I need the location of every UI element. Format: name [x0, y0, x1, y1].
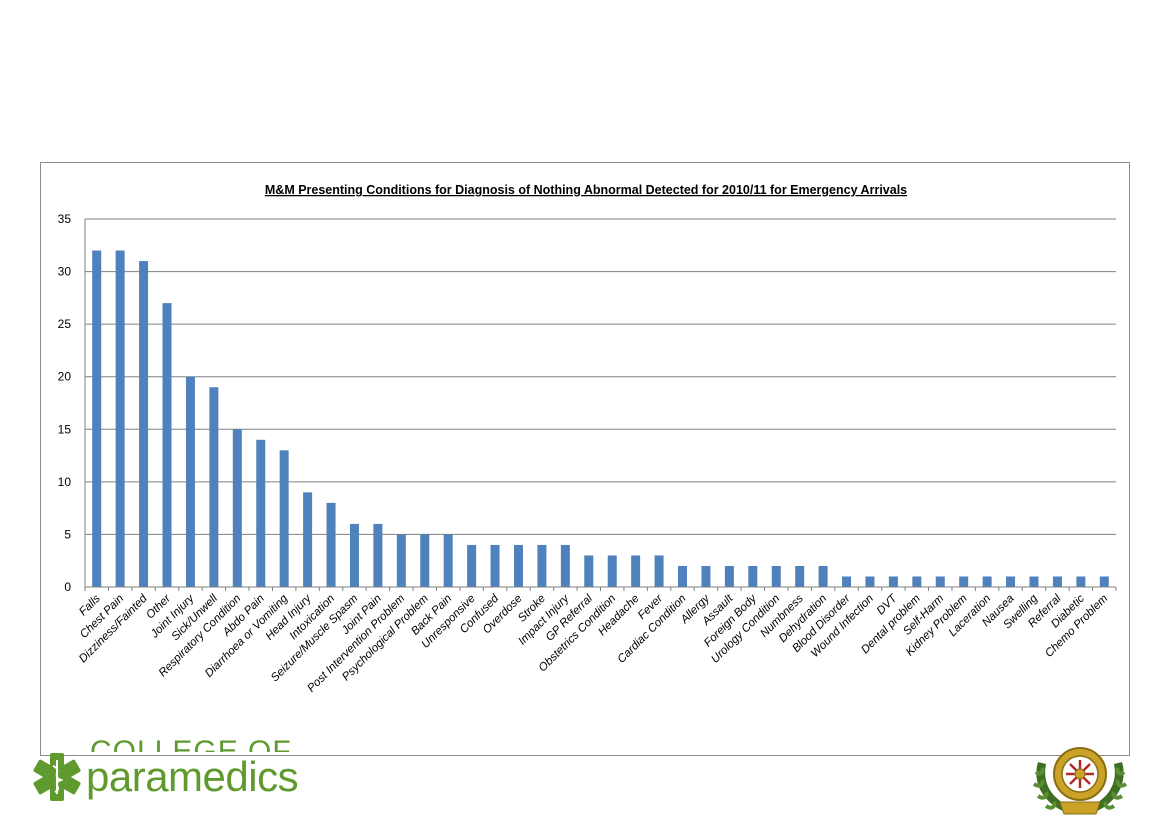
bar — [279, 450, 289, 587]
bar — [1099, 576, 1109, 587]
y-tick-label: 35 — [58, 212, 72, 226]
bar — [92, 250, 102, 587]
bar — [795, 565, 805, 587]
bar — [1006, 576, 1016, 587]
bar — [842, 576, 852, 587]
bar — [724, 565, 734, 587]
bar — [935, 576, 945, 587]
bar — [303, 492, 313, 587]
bar — [396, 534, 406, 587]
bar — [209, 387, 219, 587]
chart-title: M&M Presenting Conditions for Diagnosis … — [265, 183, 907, 197]
bar — [373, 523, 383, 587]
bar — [631, 555, 641, 587]
bar — [162, 303, 172, 587]
bar — [865, 576, 875, 587]
y-tick-label: 0 — [64, 580, 71, 594]
y-tick-label: 5 — [64, 527, 71, 541]
logo-wordmark: paramedics — [86, 753, 299, 800]
bar — [1029, 576, 1039, 587]
bar — [326, 502, 336, 587]
bar — [139, 261, 149, 587]
logo-top-text: COLLEGE OF — [90, 740, 292, 752]
bar — [818, 565, 828, 587]
bar — [678, 565, 688, 587]
bar — [115, 250, 125, 587]
college-of-paramedics-logo: COLLEGE OF paramedics — [30, 740, 330, 810]
chart-frame: 0 5 10 15 20 25 30 35 Falls Chest Pain Dizziness/F… — [40, 162, 1130, 756]
bar — [982, 576, 992, 587]
bar — [443, 534, 453, 587]
y-tick-label: 30 — [58, 265, 72, 279]
bar — [232, 429, 242, 587]
bar — [1052, 576, 1062, 587]
bars — [92, 250, 1109, 587]
bar — [349, 523, 359, 587]
y-tick-label: 20 — [58, 370, 72, 384]
y-tick-label: 25 — [58, 317, 72, 331]
bar — [584, 555, 594, 587]
bar — [888, 576, 898, 587]
bar — [1076, 576, 1086, 587]
bar — [959, 576, 969, 587]
bar — [185, 376, 195, 587]
y-tick-label: 15 — [58, 422, 72, 436]
bar — [560, 544, 570, 587]
star-of-life-icon — [33, 753, 81, 801]
bar — [654, 555, 664, 587]
bar — [467, 544, 477, 587]
bar — [513, 544, 523, 587]
bar — [490, 544, 500, 587]
crest-emblem-icon — [1032, 747, 1128, 815]
bar — [256, 439, 266, 587]
y-tick-label: 10 — [58, 475, 72, 489]
bar — [748, 565, 758, 587]
bar — [912, 576, 922, 587]
bar — [771, 565, 781, 587]
bar — [537, 544, 547, 587]
bar — [607, 555, 617, 587]
bar — [701, 565, 711, 587]
bar — [420, 534, 430, 587]
